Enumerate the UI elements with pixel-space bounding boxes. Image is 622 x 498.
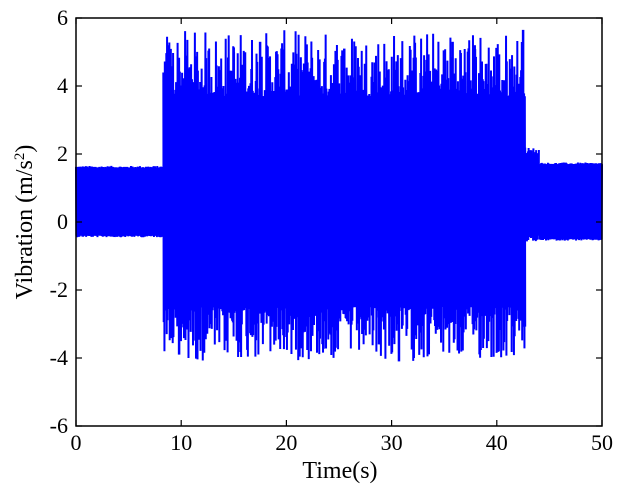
signal-trace-3: [537, 162, 603, 241]
x-axis-label: Time(s): [302, 458, 377, 484]
signal-trace-0: [75, 165, 165, 238]
y-tick-label: -6: [50, 413, 68, 438]
y-tick-label: -2: [50, 277, 68, 302]
x-tick-label: 0: [71, 430, 82, 455]
y-tick-label: 4: [57, 73, 68, 98]
y-axis-label-sup: 2: [12, 153, 28, 161]
y-tick-label: 2: [57, 141, 68, 166]
x-tick-label: 40: [486, 430, 508, 455]
axes: [75, 17, 603, 427]
signal-trace-1: [162, 30, 527, 361]
y-axis-label-tail: ): [12, 145, 38, 153]
signal-trace-2: [524, 147, 540, 242]
x-tick-label: 10: [170, 430, 192, 455]
plot-area: [75, 29, 603, 362]
labels: Time(s) Vibration (m/s2) 0 10 20 30 40 50-6-4…: [12, 5, 613, 484]
x-tick-label: 20: [275, 430, 297, 455]
y-tick-label: 0: [57, 209, 68, 234]
y-axis-label-main: Vibration (m/s: [12, 160, 38, 299]
x-tick-label: 50: [591, 430, 613, 455]
series-0: [75, 29, 603, 362]
y-tick-label: 6: [57, 5, 68, 30]
x-tick-label: 30: [381, 430, 403, 455]
y-tick-label: -4: [50, 345, 68, 370]
y-axis-label: Vibration (m/s2): [12, 145, 38, 300]
